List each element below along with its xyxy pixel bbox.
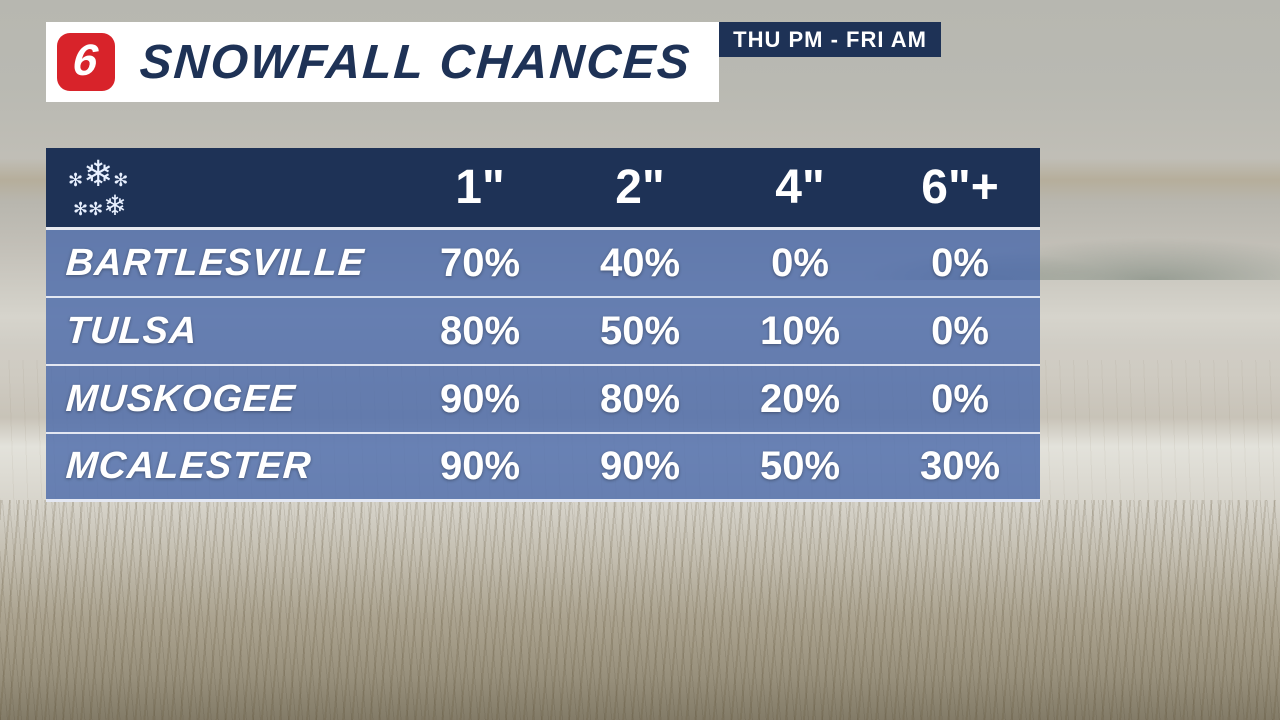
pct-value: 90% <box>400 377 560 422</box>
pct-value: 20% <box>720 377 880 422</box>
col-header-4in: 4" <box>720 160 880 215</box>
table-row: BARTLESVILLE 70% 40% 0% 0% <box>46 230 1040 298</box>
snowflake-icon: ✻❄✻ ✻✻❄ <box>68 156 128 220</box>
table-row: MUSKOGEE 90% 80% 20% 0% <box>46 366 1040 434</box>
pct-value: 10% <box>720 309 880 354</box>
col-header-1in: 1" <box>400 160 560 215</box>
city-name: MCALESTER <box>44 445 401 488</box>
station-logo-number: 6 <box>70 39 99 83</box>
pct-value: 70% <box>400 241 560 286</box>
header: 6 SNOWFALL CHANCES THU PM - FRI AM <box>46 22 941 102</box>
pct-value: 90% <box>560 444 720 489</box>
col-header-2in: 2" <box>560 160 720 215</box>
pct-value: 0% <box>880 377 1040 422</box>
station-logo-badge: 6 <box>57 33 115 91</box>
pct-value: 0% <box>720 241 880 286</box>
pct-value: 0% <box>880 241 1040 286</box>
background-brush-fore <box>0 500 1280 720</box>
title-bar: SNOWFALL CHANCES <box>126 22 719 102</box>
table-header-row: ✻❄✻ ✻✻❄ 1" 2" 4" 6"+ <box>46 148 1040 230</box>
snowfall-table: ✻❄✻ ✻✻❄ 1" 2" 4" 6"+ BARTLESVILLE 70% 40… <box>46 148 1040 502</box>
pct-value: 50% <box>560 309 720 354</box>
table-row: TULSA 80% 50% 10% 0% <box>46 298 1040 366</box>
col-header-6in: 6"+ <box>880 160 1040 215</box>
station-logo: 6 <box>46 22 126 102</box>
pct-value: 0% <box>880 309 1040 354</box>
table-row: MCALESTER 90% 90% 50% 30% <box>46 434 1040 502</box>
table-header-icon-cell: ✻❄✻ ✻✻❄ <box>46 156 400 220</box>
timeframe-label: THU PM - FRI AM <box>719 22 941 57</box>
pct-value: 50% <box>720 444 880 489</box>
pct-value: 30% <box>880 444 1040 489</box>
city-name: TULSA <box>44 310 401 353</box>
graphic-title: SNOWFALL CHANCES <box>138 35 693 90</box>
pct-value: 90% <box>400 444 560 489</box>
pct-value: 80% <box>400 309 560 354</box>
pct-value: 80% <box>560 377 720 422</box>
pct-value: 40% <box>560 241 720 286</box>
city-name: BARTLESVILLE <box>44 242 401 285</box>
city-name: MUSKOGEE <box>44 378 401 421</box>
